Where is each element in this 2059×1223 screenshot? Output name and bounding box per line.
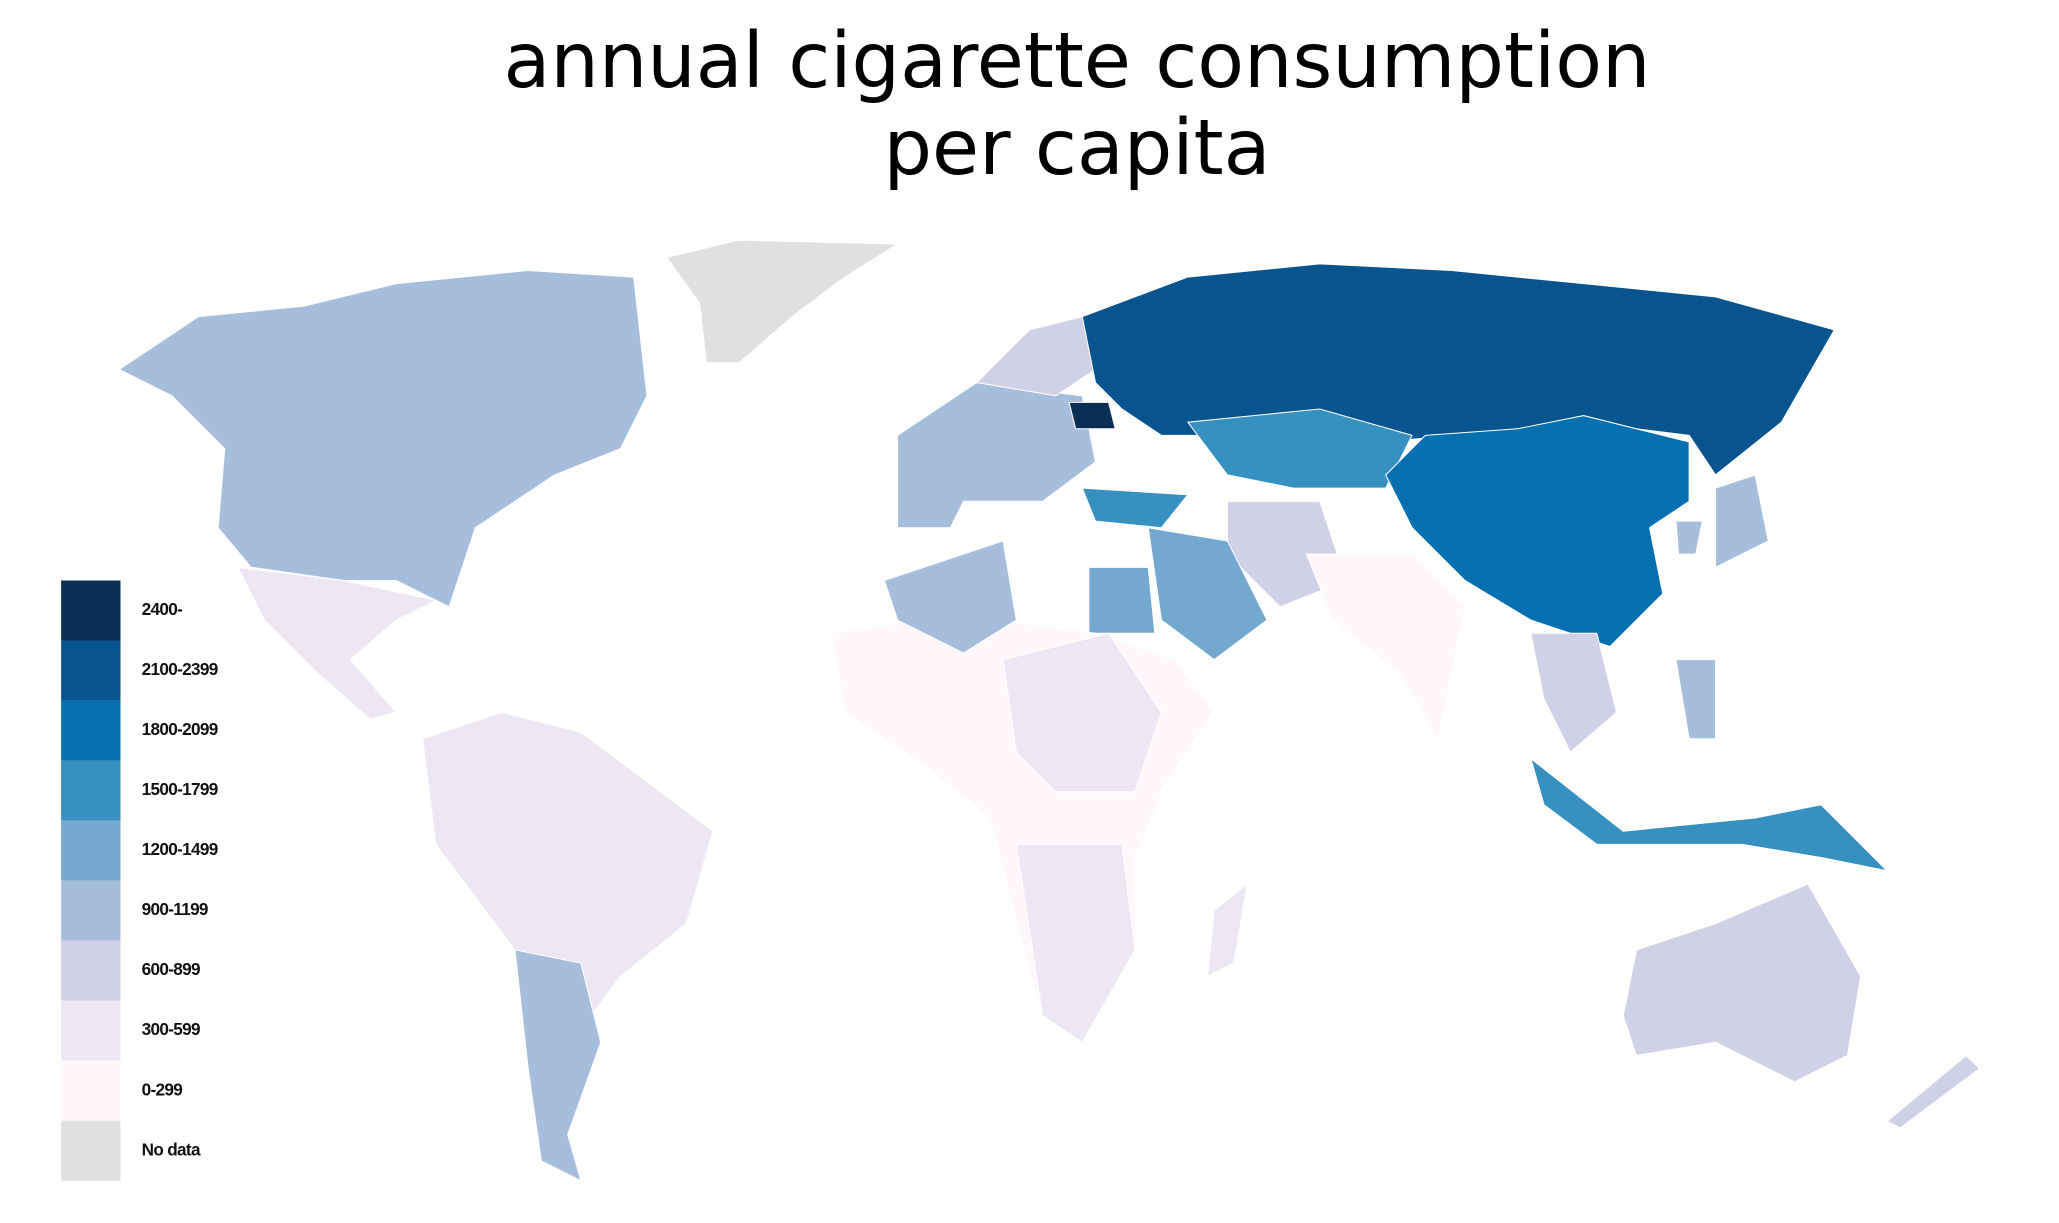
legend-label: 300-599	[142, 1019, 200, 1039]
region	[1675, 659, 1717, 740]
region	[1002, 632, 1163, 793]
world-map	[118, 239, 1981, 1182]
legend-label: 1200-1499	[142, 839, 218, 859]
legend-label: 0-299	[142, 1079, 183, 1099]
legend-label: 2400-	[142, 599, 183, 619]
region	[1206, 882, 1248, 978]
region	[1305, 553, 1466, 741]
region	[1147, 527, 1268, 661]
region	[1886, 1054, 1981, 1129]
legend-label: 2100-2399	[142, 659, 218, 679]
region	[1015, 843, 1136, 1044]
region	[1675, 520, 1703, 555]
region	[1530, 632, 1618, 753]
title-line: annual cigarette consumption	[503, 17, 1650, 106]
region	[1622, 883, 1862, 1083]
region	[514, 949, 602, 1182]
region	[422, 711, 714, 1030]
region	[1088, 566, 1156, 634]
region	[237, 566, 438, 720]
legend-swatch	[61, 820, 121, 881]
region	[1081, 487, 1189, 529]
region	[1068, 401, 1116, 430]
legend-swatch	[61, 700, 121, 761]
region	[665, 239, 900, 364]
region	[1186, 408, 1413, 489]
legend-swatch	[61, 580, 121, 641]
legend-label: 1500-1799	[142, 779, 218, 799]
legend-swatch	[61, 640, 121, 701]
legend-label: No data	[142, 1139, 201, 1159]
legend-label: 900-1199	[142, 899, 208, 919]
legend-label: 600-899	[142, 959, 200, 979]
region	[1385, 415, 1690, 648]
legend-swatch	[61, 760, 121, 821]
legend-swatch	[61, 1120, 121, 1181]
legend: 2400- 2100-2399 1800-2099 1500-1799 1200-149…	[61, 580, 218, 1181]
region	[118, 269, 648, 608]
legend-swatch	[61, 1000, 121, 1061]
legend-label: 1800-2099	[142, 719, 218, 739]
region	[883, 540, 1017, 654]
region	[897, 382, 1097, 529]
region	[1529, 757, 1889, 872]
title-line: per capita	[883, 104, 1270, 193]
region	[975, 315, 1097, 397]
legend-swatch	[61, 940, 121, 1001]
region	[1715, 474, 1769, 569]
legend-swatch	[61, 1060, 121, 1121]
legend-swatch	[61, 880, 121, 941]
